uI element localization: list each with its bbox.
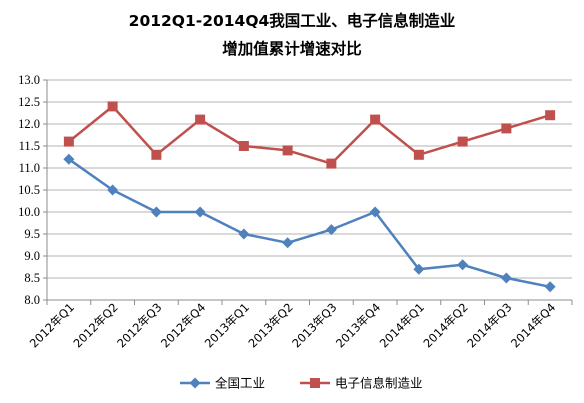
- legend: 全国工业 电子信息制造业: [180, 376, 423, 391]
- data-point: [282, 145, 293, 156]
- data-point: [501, 123, 512, 134]
- y-tick-label: 13.0: [18, 73, 40, 87]
- data-point: [63, 136, 74, 147]
- gridlines: [47, 79, 572, 301]
- legend-marker: [310, 378, 320, 388]
- y-tick-label: 10.0: [18, 205, 40, 219]
- x-tick-label: 2012年Q4: [158, 300, 208, 350]
- data-point: [107, 184, 119, 196]
- y-tick-label: 12.5: [18, 95, 40, 109]
- series-line: [68, 105, 551, 165]
- x-tick-label: 2012年Q3: [114, 300, 164, 350]
- data-point: [500, 272, 512, 284]
- y-tick-label: 8.5: [24, 271, 40, 285]
- legend-label: 电子信息制造业: [335, 376, 423, 391]
- data-point: [325, 224, 337, 236]
- y-tick-label: 9.0: [24, 249, 40, 263]
- x-tick-label: 2014年Q2: [420, 300, 470, 350]
- data-point: [282, 237, 294, 249]
- data-point: [194, 206, 206, 218]
- data-point: [195, 114, 206, 125]
- series-group: [63, 101, 556, 293]
- x-tick-label: 2013年Q4: [333, 300, 383, 350]
- data-point: [370, 114, 381, 125]
- x-tick-label: 2014年Q3: [464, 300, 514, 350]
- data-point: [457, 259, 469, 271]
- x-axis-ticks: 2012年Q12012年Q22012年Q32012年Q42013年Q12013年…: [27, 300, 573, 351]
- y-tick-label: 9.5: [24, 227, 40, 241]
- x-tick-label: 2012年Q1: [27, 300, 77, 350]
- y-tick-label: 12.0: [18, 117, 40, 131]
- data-point: [238, 141, 249, 151]
- x-tick-label: 2013年Q3: [289, 300, 339, 350]
- data-point: [544, 281, 556, 293]
- x-tick-label: 2014年Q4: [508, 300, 558, 350]
- legend-label: 全国工业: [215, 376, 265, 391]
- series-line: [68, 158, 551, 289]
- data-point: [107, 101, 118, 112]
- y-axis-ticks: 8.0 8.5 9.0 9.5 10.0 10.5 11.0 11.5 12.0 12.5 13.0: [18, 73, 47, 307]
- legend-item: 全国工业: [180, 376, 265, 391]
- data-point: [413, 263, 425, 275]
- y-tick-label: 11.5: [19, 139, 40, 153]
- x-tick-label: 2012年Q2: [70, 300, 120, 350]
- series-1: [63, 153, 556, 293]
- data-point: [238, 228, 250, 240]
- chart-title-line2: 增加值累计增速对比: [222, 39, 362, 58]
- y-tick-label: 10.5: [18, 183, 40, 197]
- data-point: [413, 149, 424, 160]
- data-point: [326, 158, 337, 169]
- y-tick-label: 8.0: [24, 293, 40, 307]
- legend-marker: [189, 377, 201, 389]
- x-tick-label: 2014年Q1: [377, 300, 427, 350]
- series-2: [63, 101, 556, 169]
- data-point: [369, 206, 381, 218]
- data-point: [545, 110, 556, 121]
- data-point: [150, 206, 162, 218]
- x-tick-label: 2013年Q1: [202, 300, 252, 350]
- y-tick-label: 11.0: [19, 161, 40, 175]
- data-point: [457, 136, 468, 147]
- x-tick-label: 2013年Q2: [245, 300, 295, 350]
- legend-item: 电子信息制造业: [300, 376, 423, 391]
- chart-title-line1: 2012Q1-2014Q4我国工业、电子信息制造业: [129, 11, 456, 30]
- data-point: [151, 149, 162, 160]
- data-point: [63, 153, 75, 165]
